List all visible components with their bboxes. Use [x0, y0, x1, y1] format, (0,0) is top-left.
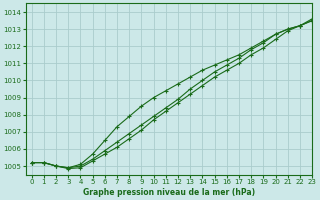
X-axis label: Graphe pression niveau de la mer (hPa): Graphe pression niveau de la mer (hPa) [83, 188, 255, 197]
